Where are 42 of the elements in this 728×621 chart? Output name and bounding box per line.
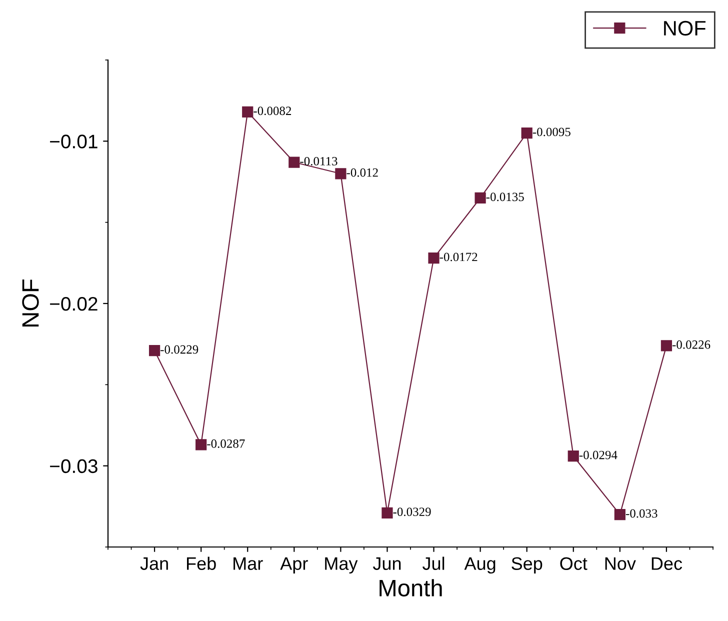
x-tick-label: Jun xyxy=(372,557,401,570)
point xyxy=(242,106,254,118)
point xyxy=(335,168,346,180)
x-tick-label: Oct xyxy=(560,557,588,570)
x-tick-label: Nov xyxy=(605,557,636,570)
x-tick-label: Jan xyxy=(140,557,168,570)
point xyxy=(474,192,486,204)
data-label: -0.0287 xyxy=(207,439,245,448)
data-label: -0.0113 xyxy=(300,156,338,166)
data-label: -0.0095 xyxy=(532,128,570,136)
x-tick-label: Aug xyxy=(464,557,496,574)
x-tick-label: Apr xyxy=(280,557,308,574)
legend-label: NOF xyxy=(664,20,706,36)
data-label: -0.0082 xyxy=(254,106,292,116)
point xyxy=(660,340,672,352)
point xyxy=(568,450,579,462)
data-label: -0.0135 xyxy=(486,192,524,202)
point xyxy=(614,508,626,520)
data-label: -0.0329 xyxy=(393,508,431,516)
x-axis-title: Month xyxy=(380,579,442,596)
point xyxy=(148,345,160,356)
data-label: -0.033 xyxy=(626,509,658,518)
point xyxy=(428,252,440,264)
y-tick-label: −0.03 xyxy=(50,459,98,474)
point xyxy=(382,507,393,518)
y-axis-title: NOF xyxy=(22,280,39,326)
x-tick-label: Dec xyxy=(652,557,682,570)
y-tick-label: −0.02 xyxy=(50,296,98,311)
x-tick-label: Mar xyxy=(234,557,263,570)
point xyxy=(196,439,207,450)
x-tick-label: Jul xyxy=(422,556,444,570)
point xyxy=(288,156,300,168)
x-tick-label: Feb xyxy=(187,556,216,570)
data-label: -0.0229 xyxy=(160,345,198,354)
point xyxy=(521,127,532,139)
y-tick-label: −0.01 xyxy=(50,134,98,148)
data-label: -0.0294 xyxy=(579,450,618,460)
x-tick-label: May xyxy=(325,557,358,574)
data-label: -0.0226 xyxy=(672,340,710,349)
data-label: -0.012 xyxy=(346,168,378,177)
data-label: -0.0172 xyxy=(440,252,478,262)
x-tick-label: Sep xyxy=(512,557,542,574)
